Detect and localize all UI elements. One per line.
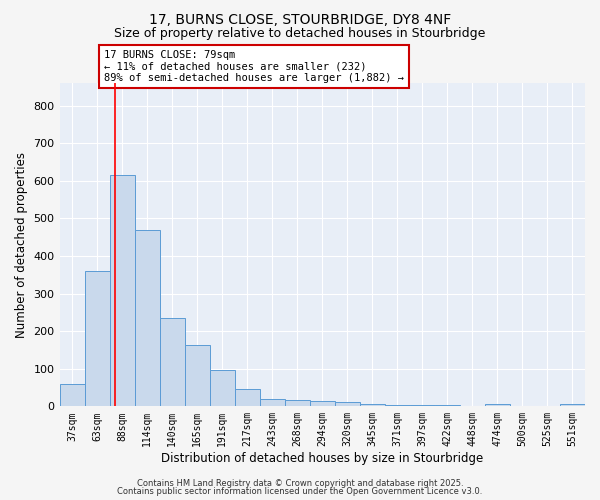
Y-axis label: Number of detached properties: Number of detached properties xyxy=(15,152,28,338)
Bar xyxy=(110,176,134,406)
Bar xyxy=(385,405,410,406)
Bar xyxy=(59,384,85,406)
Bar xyxy=(209,370,235,406)
Bar xyxy=(235,388,260,406)
Text: Contains public sector information licensed under the Open Government Licence v3: Contains public sector information licen… xyxy=(118,487,482,496)
Bar xyxy=(160,318,185,406)
Bar xyxy=(360,404,385,406)
Bar xyxy=(134,230,160,406)
Bar xyxy=(310,400,335,406)
Bar xyxy=(410,405,435,406)
Bar xyxy=(185,346,209,406)
Bar xyxy=(335,402,360,406)
Text: Size of property relative to detached houses in Stourbridge: Size of property relative to detached ho… xyxy=(115,28,485,40)
Text: 17 BURNS CLOSE: 79sqm
← 11% of detached houses are smaller (232)
89% of semi-det: 17 BURNS CLOSE: 79sqm ← 11% of detached … xyxy=(104,50,404,83)
Bar xyxy=(485,404,510,406)
Bar xyxy=(260,399,285,406)
X-axis label: Distribution of detached houses by size in Stourbridge: Distribution of detached houses by size … xyxy=(161,452,484,465)
Text: 17, BURNS CLOSE, STOURBRIDGE, DY8 4NF: 17, BURNS CLOSE, STOURBRIDGE, DY8 4NF xyxy=(149,12,451,26)
Bar xyxy=(85,271,110,406)
Text: Contains HM Land Registry data © Crown copyright and database right 2025.: Contains HM Land Registry data © Crown c… xyxy=(137,478,463,488)
Bar xyxy=(435,405,460,406)
Bar xyxy=(560,404,585,406)
Bar xyxy=(285,400,310,406)
